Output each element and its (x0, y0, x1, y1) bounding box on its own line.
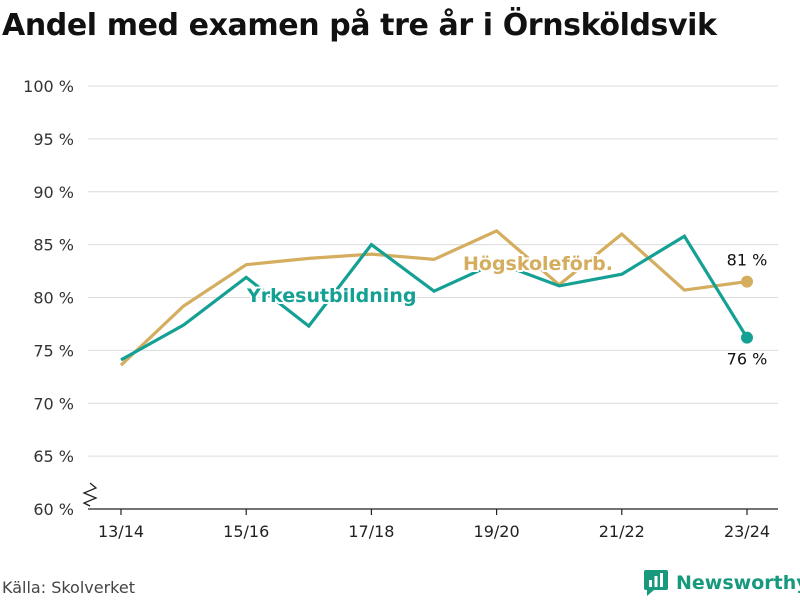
chart-title: Andel med examen på tre år i Örnsköldsvi… (2, 8, 717, 43)
series-line-yrkesutbildning (120, 234, 749, 362)
series-line-hogskoleforb (119, 229, 748, 367)
data-label: 76 % (727, 350, 768, 369)
axes (82, 482, 778, 515)
y-tick-label: 70 % (33, 394, 74, 413)
y-tick-label: 60 % (33, 500, 74, 519)
axis-break-icon (82, 482, 98, 507)
series-end-point (741, 331, 753, 344)
labels: 60 % 65 % 70 % 75 % 80 % 85 % 90 % 95 % 100 % 13/… (23, 77, 770, 541)
y-tick-label: 80 % (33, 289, 74, 308)
series-name-label: Högskoleförb. (463, 253, 613, 275)
y-tick-label: 65 % (33, 447, 74, 466)
series-name-label: Yrkesutbildning (246, 285, 416, 307)
brand-name: Newsworthy (676, 572, 800, 594)
x-tick-label: 21/22 (599, 522, 645, 541)
series-end-point (741, 275, 753, 288)
y-tick-label: 75 % (33, 341, 74, 360)
x-tick-label: 17/18 (348, 522, 394, 541)
data-label: 81 % (727, 251, 768, 270)
y-tick-label: 85 % (33, 236, 74, 255)
y-tick-label: 90 % (33, 183, 74, 202)
series (119, 229, 753, 367)
x-tick-label: 15/16 (223, 522, 269, 541)
x-tick-label: 23/24 (724, 522, 770, 541)
source-note: Källa: Skolverket (2, 578, 135, 597)
y-tick-label: 95 % (33, 130, 74, 149)
y-tick-label: 100 % (23, 77, 74, 96)
newsworthy-logo-icon (644, 570, 668, 596)
x-tick-label: 13/14 (98, 522, 144, 541)
x-tick-label: 19/20 (474, 522, 520, 541)
gridlines (88, 85, 778, 457)
brand-logo: Newsworthy (644, 570, 800, 596)
